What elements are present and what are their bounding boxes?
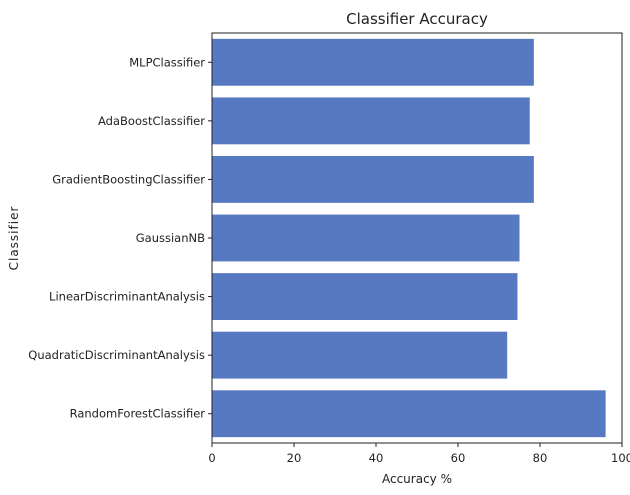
y-tick-label: MLPClassifier [129,55,205,69]
y-tick-labels: MLPClassifier AdaBoostClassifier GradientB… [28,55,212,421]
x-tick-label: 80 [533,451,548,465]
chart-title: Classifier Accuracy [346,10,488,28]
bar-GradientBoostingClassifier [212,156,534,203]
x-tick-label: 0 [208,451,215,465]
x-tick-label: 60 [451,451,466,465]
y-tick-label: AdaBoostClassifier [98,114,205,128]
y-axis-label: Classifier [7,206,21,271]
x-tick-label: 40 [369,451,384,465]
y-tick-label: QuadraticDiscriminantAnalysis [28,348,205,362]
x-axis-label: Accuracy % [382,472,452,486]
plot-frame [211,32,623,444]
bar-QuadraticDiscriminantAnalysis [212,331,508,379]
bar-MLPClassifier [212,38,534,86]
x-ticks: 0 20 40 60 80 100 [208,443,630,465]
y-tick-label: GaussianNB [136,231,205,245]
bar-AdaBoostClassifier [212,97,530,145]
bar-RandomForestClassifier [212,390,606,438]
x-tick-label: 20 [287,451,302,465]
y-tick-label: RandomForestClassifier [70,407,206,421]
y-tick-label: GradientBoostingClassifier [52,172,205,186]
y-tick-label: LinearDiscriminantAnalysis [49,290,205,304]
bar-GaussianNB [212,214,520,262]
bar-LinearDiscriminantAnalysis [212,273,518,320]
x-tick-label: 100 [611,451,630,465]
bars-group [212,38,606,438]
